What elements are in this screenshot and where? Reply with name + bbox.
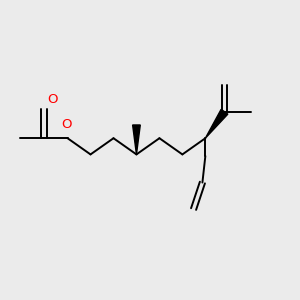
Text: O: O [61,118,71,131]
Polygon shape [133,125,140,154]
Polygon shape [206,109,228,138]
Text: O: O [47,93,58,106]
